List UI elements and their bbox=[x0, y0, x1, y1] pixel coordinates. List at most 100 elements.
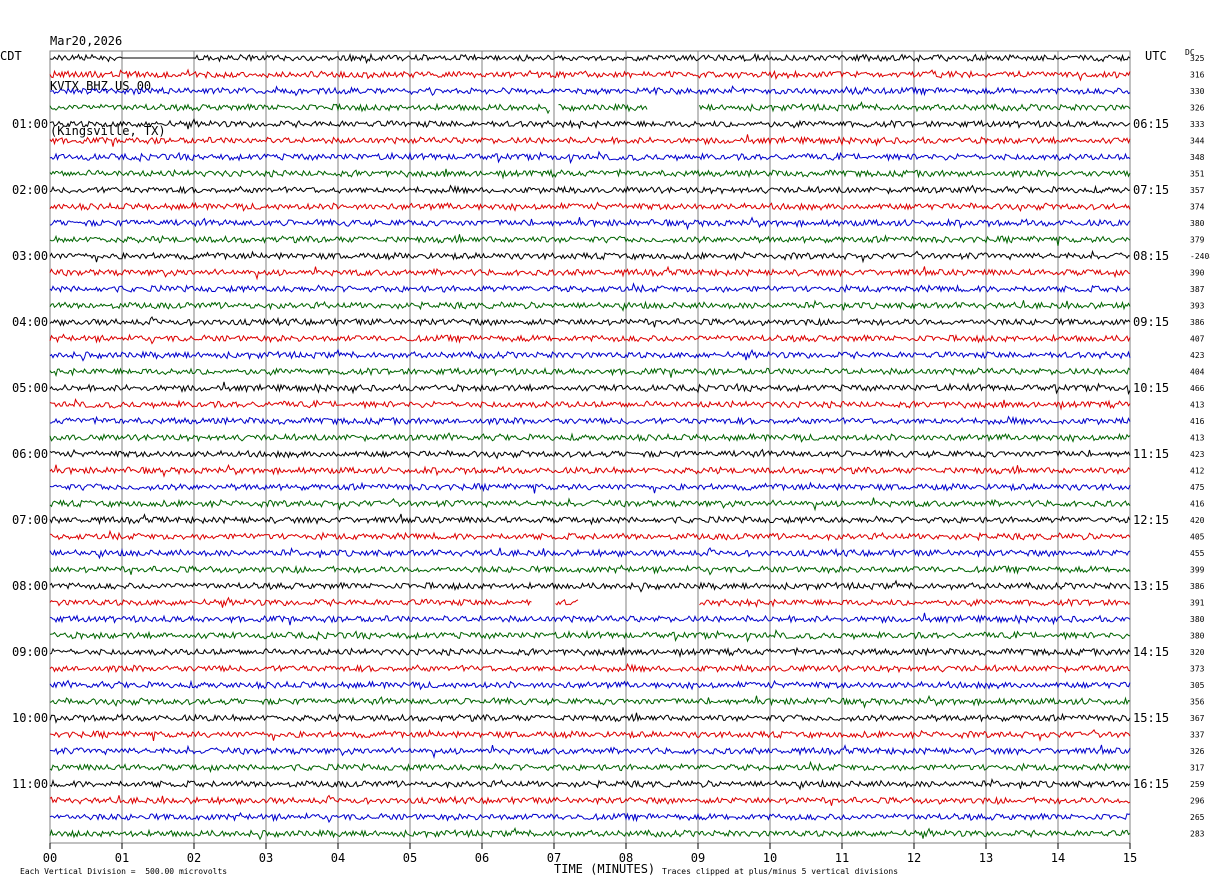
dc-offset-value: 404 bbox=[1190, 368, 1205, 377]
x-tick-label: 04 bbox=[331, 851, 345, 865]
right-hour-label: 13:15 bbox=[1133, 579, 1169, 593]
right-hour-label: 08:15 bbox=[1133, 249, 1169, 263]
dc-offset-value: 413 bbox=[1190, 401, 1205, 410]
right-timezone-label: UTC bbox=[1145, 49, 1167, 63]
trace-row bbox=[49, 679, 1131, 691]
dc-offset-value: 416 bbox=[1190, 500, 1205, 509]
clip-note: Traces clipped at plus/minus 5 vertical … bbox=[662, 867, 899, 876]
trace-row bbox=[49, 463, 1131, 478]
trace-row bbox=[49, 629, 1131, 643]
x-tick-label: 06 bbox=[475, 851, 489, 865]
x-tick-label: 10 bbox=[763, 851, 777, 865]
x-tick-label: 02 bbox=[187, 851, 201, 865]
dc-offset-value: 320 bbox=[1190, 648, 1205, 657]
dc-offset-value: 317 bbox=[1190, 764, 1205, 773]
dc-offset-value: 316 bbox=[1190, 71, 1205, 80]
scale-note: Each Vertical Division = 500.00 microvol… bbox=[20, 867, 228, 876]
trace-row bbox=[49, 398, 1131, 411]
right-hour-label: 16:15 bbox=[1133, 777, 1169, 791]
dc-offset-value: 387 bbox=[1190, 285, 1205, 294]
trace-row bbox=[49, 760, 1131, 774]
x-tick-label: 07 bbox=[547, 851, 561, 865]
dc-offset-value: 305 bbox=[1190, 681, 1205, 690]
dc-offset-value: 386 bbox=[1190, 582, 1205, 591]
trace-row bbox=[49, 744, 1131, 760]
dc-offset-value: 420 bbox=[1190, 516, 1205, 525]
trace-row bbox=[49, 366, 1131, 378]
trace-row bbox=[49, 234, 1131, 246]
dc-offset-value: 367 bbox=[1190, 714, 1205, 723]
dc-offset-value: 455 bbox=[1190, 549, 1205, 558]
trace-row bbox=[49, 265, 1131, 281]
x-tick-label: 12 bbox=[907, 851, 921, 865]
right-hour-label: 09:15 bbox=[1133, 315, 1169, 329]
trace-row bbox=[49, 778, 1131, 791]
dc-offset-value: 326 bbox=[1190, 747, 1205, 756]
dc-offset-value: 357 bbox=[1190, 186, 1205, 195]
dc-offset-value: 405 bbox=[1190, 533, 1205, 542]
dc-offset-value: 391 bbox=[1190, 599, 1205, 608]
trace-row bbox=[49, 529, 1131, 542]
trace-row bbox=[49, 794, 1131, 806]
right-hour-label: 11:15 bbox=[1133, 447, 1169, 461]
dc-offset-value: 344 bbox=[1190, 137, 1205, 146]
dc-offset-value: 374 bbox=[1190, 203, 1205, 212]
dc-offset-value: 351 bbox=[1190, 170, 1205, 179]
trace-row bbox=[49, 333, 1131, 345]
trace-row bbox=[49, 811, 1131, 824]
trace-row bbox=[49, 316, 1131, 328]
dc-offset-value: 413 bbox=[1190, 434, 1205, 443]
dc-offset-value: 373 bbox=[1190, 665, 1205, 674]
trace-row bbox=[49, 728, 1131, 742]
left-hour-label: 08:00 bbox=[12, 579, 48, 593]
dc-offset-value: 333 bbox=[1190, 120, 1205, 129]
left-hour-label: 06:00 bbox=[12, 447, 48, 461]
trace-row bbox=[49, 100, 1131, 115]
dc-offset-header: DC bbox=[1185, 48, 1195, 57]
left-hour-label: 07:00 bbox=[12, 513, 48, 527]
trace-row bbox=[49, 513, 1131, 526]
left-hour-label: 04:00 bbox=[12, 315, 48, 329]
x-tick-label: 01 bbox=[115, 851, 129, 865]
left-hour-label: 02:00 bbox=[12, 183, 48, 197]
trace-row bbox=[49, 68, 1131, 82]
dc-offset-value: 386 bbox=[1190, 318, 1205, 327]
trace-row bbox=[49, 184, 1131, 195]
dc-offset-value: 330 bbox=[1190, 87, 1205, 96]
left-hour-label: 10:00 bbox=[12, 711, 48, 725]
dc-offset-value: 337 bbox=[1190, 731, 1205, 740]
trace-row bbox=[49, 52, 1131, 65]
trace-row bbox=[49, 596, 1131, 609]
trace-row bbox=[49, 579, 1131, 593]
trace-row bbox=[49, 662, 1131, 674]
dc-offset-value: 348 bbox=[1190, 153, 1205, 162]
dc-offset-value: -24088 bbox=[1190, 252, 1210, 261]
trace-row bbox=[49, 249, 1131, 264]
left-hour-label: 05:00 bbox=[12, 381, 48, 395]
dc-offset-value: 399 bbox=[1190, 566, 1205, 575]
right-hour-label: 15:15 bbox=[1133, 711, 1169, 725]
left-timezone-label: CDT bbox=[0, 49, 22, 63]
x-axis-label: TIME (MINUTES) bbox=[554, 862, 656, 876]
x-tick-label: 14 bbox=[1051, 851, 1065, 865]
x-tick-label: 13 bbox=[979, 851, 993, 865]
trace-row bbox=[49, 481, 1131, 494]
trace-row bbox=[49, 612, 1131, 626]
left-hour-label: 09:00 bbox=[12, 645, 48, 659]
dc-offset-value: 259 bbox=[1190, 780, 1205, 789]
dc-offset-value: 390 bbox=[1190, 269, 1205, 278]
x-tick-label: 09 bbox=[691, 851, 705, 865]
trace-row bbox=[49, 564, 1131, 576]
trace-row bbox=[49, 826, 1131, 841]
x-tick-label: 05 bbox=[403, 851, 417, 865]
trace-row bbox=[49, 348, 1131, 362]
dc-offset-value: 380 bbox=[1190, 632, 1205, 641]
trace-row bbox=[49, 432, 1131, 443]
trace-row bbox=[49, 168, 1131, 180]
dc-offset-value: 423 bbox=[1190, 351, 1205, 360]
trace-row bbox=[49, 547, 1131, 560]
dc-offset-value: 296 bbox=[1190, 797, 1205, 806]
trace-row bbox=[49, 216, 1131, 231]
trace-row bbox=[49, 282, 1131, 294]
